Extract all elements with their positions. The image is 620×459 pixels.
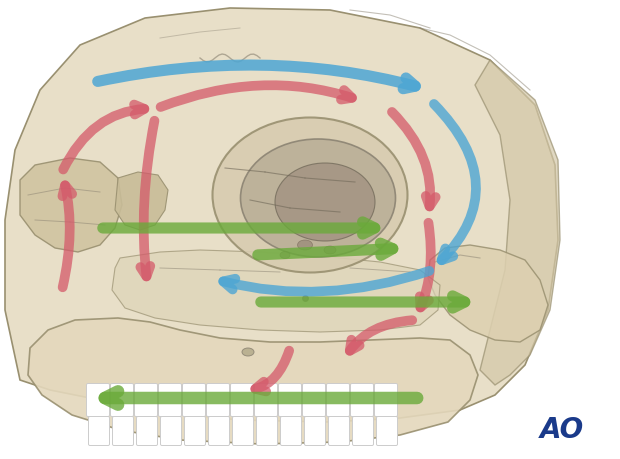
FancyBboxPatch shape (87, 384, 110, 416)
FancyBboxPatch shape (112, 416, 133, 446)
Text: AO: AO (540, 416, 584, 444)
FancyBboxPatch shape (304, 416, 326, 446)
Ellipse shape (298, 240, 312, 250)
FancyBboxPatch shape (254, 384, 278, 416)
FancyBboxPatch shape (110, 384, 133, 416)
FancyBboxPatch shape (89, 416, 110, 446)
FancyBboxPatch shape (182, 384, 205, 416)
FancyBboxPatch shape (206, 384, 229, 416)
Ellipse shape (241, 139, 396, 257)
FancyBboxPatch shape (280, 416, 301, 446)
Polygon shape (475, 60, 560, 385)
FancyBboxPatch shape (350, 384, 373, 416)
FancyBboxPatch shape (257, 416, 278, 446)
FancyBboxPatch shape (327, 384, 350, 416)
FancyBboxPatch shape (376, 416, 397, 446)
Polygon shape (112, 250, 440, 332)
FancyBboxPatch shape (278, 384, 301, 416)
Polygon shape (28, 318, 478, 444)
FancyBboxPatch shape (232, 416, 254, 446)
FancyBboxPatch shape (303, 384, 326, 416)
Polygon shape (115, 172, 168, 230)
FancyBboxPatch shape (208, 416, 229, 446)
FancyBboxPatch shape (135, 384, 157, 416)
Polygon shape (428, 245, 548, 342)
FancyBboxPatch shape (185, 416, 205, 446)
Polygon shape (20, 158, 122, 252)
Ellipse shape (213, 118, 407, 273)
Ellipse shape (324, 246, 336, 254)
FancyBboxPatch shape (374, 384, 397, 416)
Ellipse shape (280, 252, 290, 258)
FancyBboxPatch shape (161, 416, 182, 446)
Ellipse shape (275, 163, 375, 241)
Polygon shape (5, 8, 558, 422)
Ellipse shape (242, 348, 254, 356)
FancyBboxPatch shape (329, 416, 350, 446)
FancyBboxPatch shape (159, 384, 182, 416)
FancyBboxPatch shape (231, 384, 254, 416)
FancyBboxPatch shape (136, 416, 157, 446)
FancyBboxPatch shape (353, 416, 373, 446)
